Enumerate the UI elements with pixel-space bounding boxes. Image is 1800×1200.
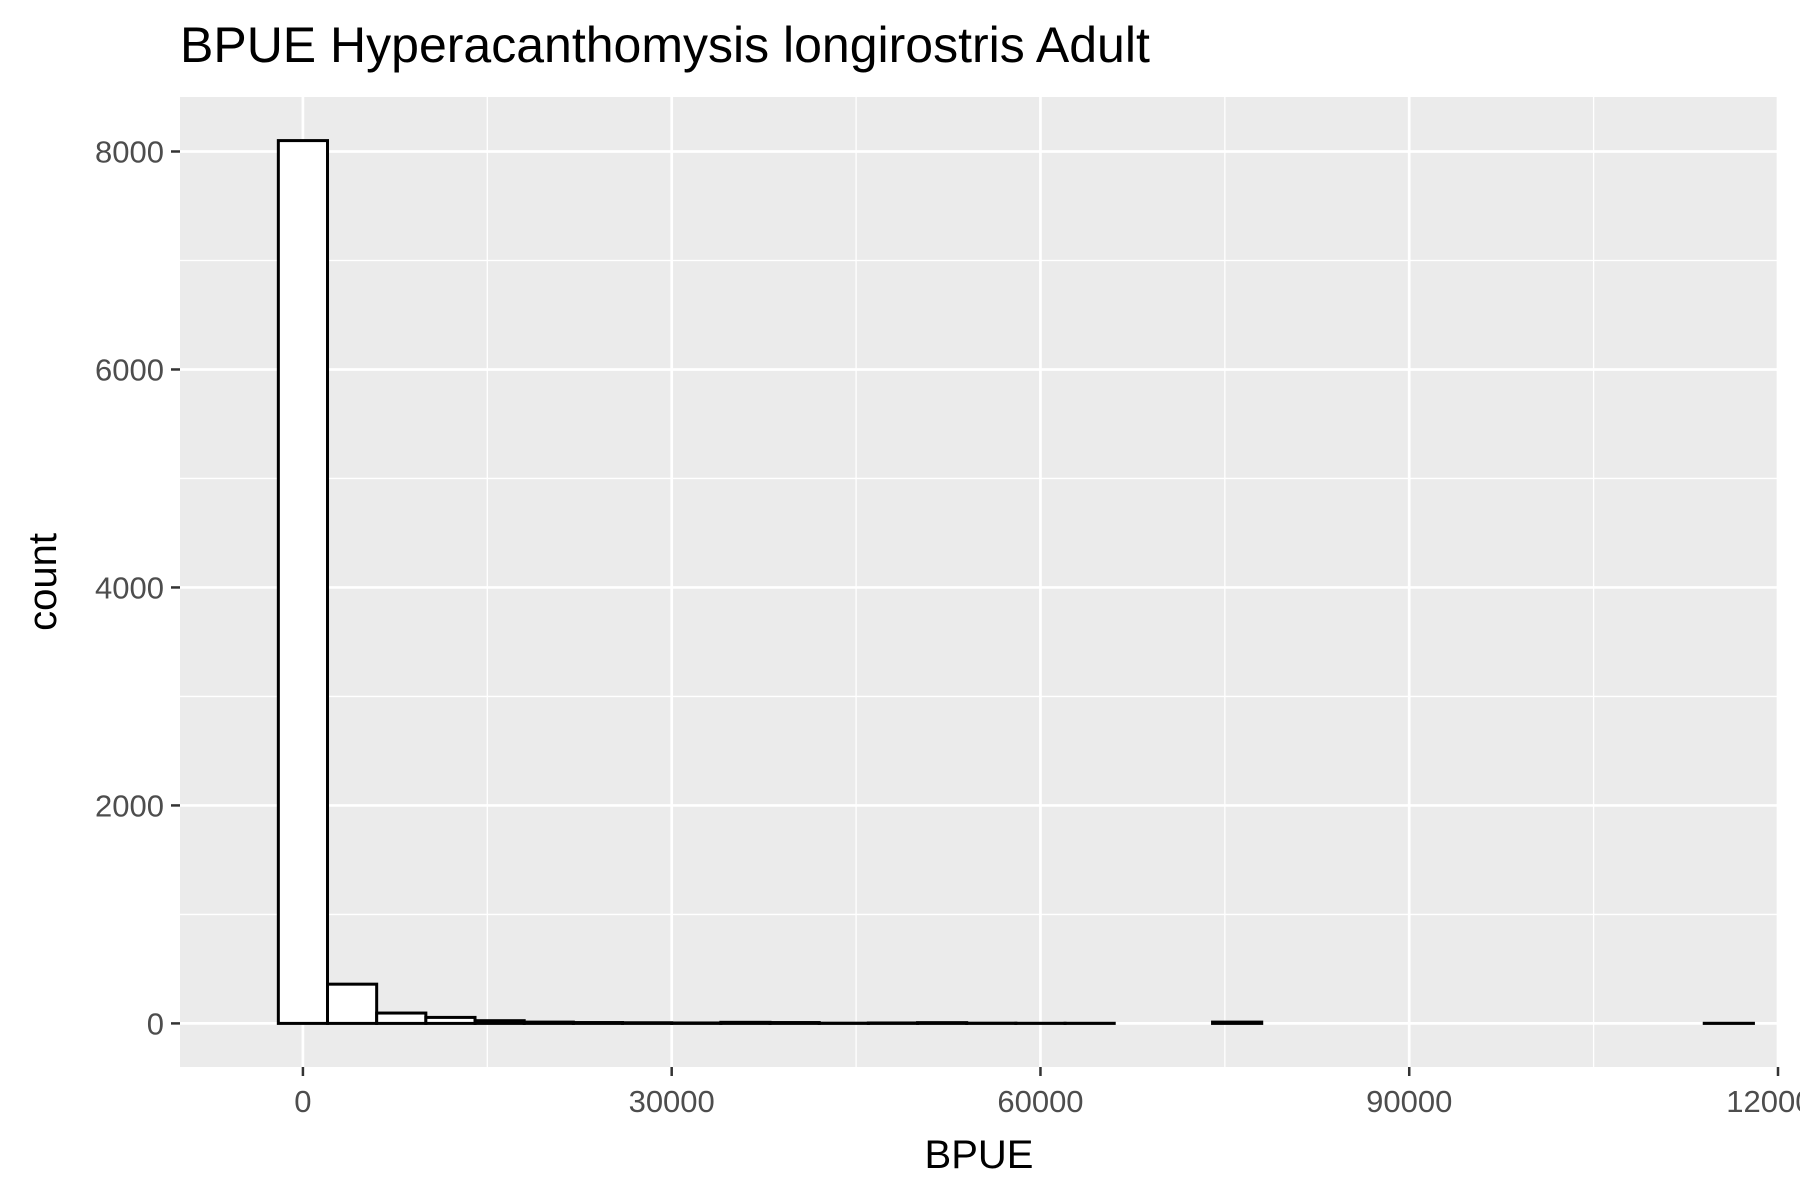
histogram-bar bbox=[326, 982, 379, 1025]
y-tick-label: 4000 bbox=[95, 570, 164, 605]
histogram-bar bbox=[375, 1011, 428, 1025]
histogram-bar bbox=[916, 1021, 969, 1025]
x-tick-label: 0 bbox=[294, 1084, 311, 1119]
chart-title: BPUE Hyperacanthomysis longirostris Adul… bbox=[180, 17, 1150, 73]
y-tick-label: 8000 bbox=[95, 134, 164, 169]
histogram-bar bbox=[522, 1020, 575, 1025]
minor-gridlines bbox=[180, 97, 1778, 1067]
x-axis-ticks: 0 30000 60000 90000 120000 bbox=[294, 1067, 1800, 1119]
histogram-bar bbox=[768, 1021, 821, 1025]
x-tick-label: 90000 bbox=[1366, 1084, 1452, 1119]
histogram-bar bbox=[276, 139, 330, 1025]
y-axis-title: count bbox=[21, 533, 65, 631]
histogram-bars bbox=[276, 139, 1755, 1025]
y-axis-ticks: 0 2000 4000 6000 8000 bbox=[95, 134, 180, 1041]
histogram-bar bbox=[719, 1020, 772, 1025]
y-tick-label: 0 bbox=[147, 1006, 164, 1041]
histogram-bar bbox=[571, 1021, 625, 1025]
x-tick-label: 30000 bbox=[629, 1084, 715, 1119]
plot-panel bbox=[180, 97, 1778, 1067]
y-tick-label: 6000 bbox=[95, 352, 164, 387]
histogram-bar bbox=[473, 1019, 526, 1025]
histogram-bar bbox=[424, 1015, 477, 1025]
histogram-bar bbox=[1211, 1020, 1264, 1025]
x-tick-label: 120000 bbox=[1726, 1084, 1800, 1119]
histogram-bar bbox=[621, 1021, 674, 1025]
y-tick-label: 2000 bbox=[95, 788, 164, 823]
x-tick-label: 60000 bbox=[997, 1084, 1083, 1119]
x-axis-title: BPUE bbox=[925, 1133, 1034, 1177]
